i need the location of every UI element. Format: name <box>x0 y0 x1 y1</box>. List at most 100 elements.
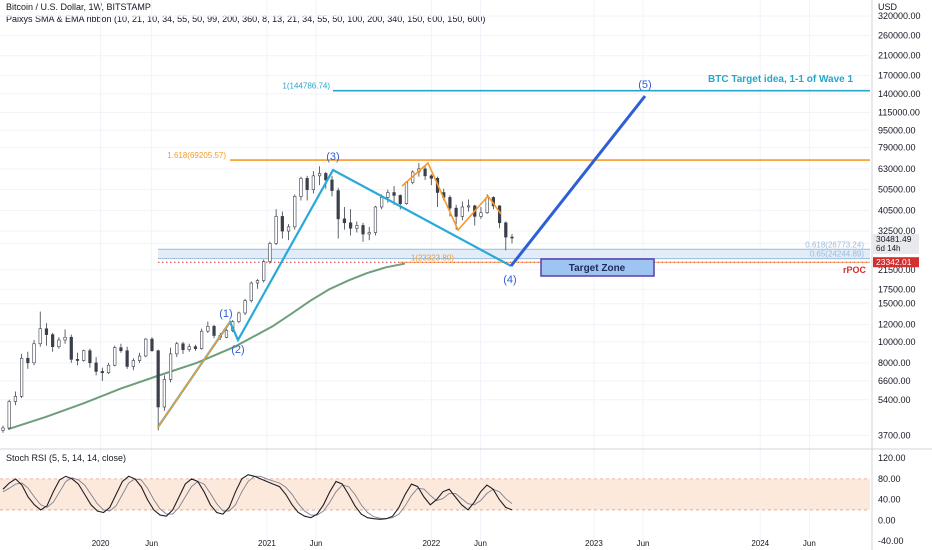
time-tick-label: 2023 <box>585 539 603 548</box>
orange-subwave-abc <box>401 161 502 232</box>
symbol-title: Bitcoin / U.S. Dollar, 1W, BITSTAMP <box>6 2 151 12</box>
price-tick-label: 95000.00 <box>878 125 916 135</box>
candle-body <box>255 280 260 284</box>
candle-body <box>168 353 173 380</box>
candle-body <box>38 328 42 345</box>
candle-body <box>361 225 365 235</box>
time-tick-label: 2021 <box>258 539 276 548</box>
candle-body <box>200 330 204 349</box>
time-tick-label: Jun <box>803 539 816 548</box>
time-tick-label: 2020 <box>92 539 110 548</box>
indicator-legend: Paixys SMA & EMA ribbon (10, 21, 10, 34,… <box>6 14 486 24</box>
price-tick-label: 79000.00 <box>878 143 916 153</box>
target-idea-text: BTC Target idea, 1-1 of Wave 1 <box>708 74 853 85</box>
candle-body <box>131 360 135 367</box>
candle-body <box>1 427 5 431</box>
candle-body <box>392 192 396 196</box>
candle-body <box>100 371 104 374</box>
price-tick-label: 3700.00 <box>878 430 911 440</box>
candle-body <box>280 216 284 232</box>
candle-body <box>262 261 266 281</box>
fib-label: 1(144786.74) <box>282 82 330 91</box>
wave-label: (2) <box>231 344 244 356</box>
candle-body <box>324 173 328 181</box>
candle-body <box>20 357 24 397</box>
candle-body <box>94 362 98 372</box>
time-tick-label: Jun <box>474 539 487 548</box>
candle-body <box>380 197 384 208</box>
time-tick-label: 2022 <box>422 539 440 548</box>
candle-body <box>355 225 359 229</box>
price-tick-label: 50500.00 <box>878 185 916 195</box>
wave-label: (4) <box>503 274 516 286</box>
price-tick-label: 5400.00 <box>878 395 911 405</box>
ma-200w-line <box>7 262 406 431</box>
candle-body <box>144 338 148 357</box>
candle-body <box>13 396 18 402</box>
candle-body <box>26 357 30 364</box>
price-tick-label: 15000.00 <box>878 299 916 309</box>
wave-label: (3) <box>326 151 339 163</box>
candle-body <box>69 336 73 360</box>
fib-label: 1(23323.80) <box>411 253 454 262</box>
candle-body <box>479 212 483 217</box>
candle-body <box>317 173 322 177</box>
rpoc-label: rPOC <box>843 265 867 275</box>
candle-body <box>367 232 371 235</box>
candle-body <box>193 346 198 349</box>
candle-body <box>404 182 409 204</box>
candle-body <box>150 338 154 352</box>
candle-body <box>137 355 142 361</box>
candle-body <box>299 177 303 197</box>
candle-body <box>336 190 340 220</box>
last-price-countdown: 6d 14h <box>876 244 900 253</box>
candle-body <box>206 325 210 332</box>
candle-body <box>63 336 67 341</box>
candle-body <box>497 205 502 224</box>
candle-body <box>82 350 86 361</box>
wave-label: (1) <box>219 308 232 320</box>
candle-body <box>510 236 514 239</box>
stoch-tick-label: -40.00 <box>878 536 904 546</box>
time-tick-label: Jun <box>637 539 650 548</box>
candle-body <box>119 347 123 352</box>
candle-body <box>349 222 353 229</box>
price-tick-label: 140000.00 <box>878 89 921 99</box>
candle-body <box>330 179 334 191</box>
candle-body <box>274 216 278 244</box>
candle-body <box>125 350 129 367</box>
candle-body <box>175 343 179 355</box>
candle-body <box>88 350 92 364</box>
candle-body <box>386 192 390 198</box>
fib-zone-band <box>158 249 870 259</box>
stoch-rsi-title: Stoch RSI (5, 5, 14, 14, close) <box>6 453 126 463</box>
wave-label: (5) <box>638 79 651 91</box>
candle-body <box>181 343 185 350</box>
candle-body <box>32 343 36 364</box>
stoch-tick-label: 40.00 <box>878 495 901 505</box>
price-tick-label: 40500.00 <box>878 205 916 215</box>
stoch-d-line <box>2 475 513 520</box>
price-tick-label: 32500.00 <box>878 226 916 236</box>
target-zone-box <box>540 258 655 277</box>
candle-body <box>249 282 253 301</box>
price-tick-label: 17500.00 <box>878 284 916 294</box>
candle-body <box>243 300 247 314</box>
price-tick-label: 6600.00 <box>878 376 911 386</box>
stoch-tick-label: 80.00 <box>878 474 901 484</box>
target-zone-label: Target Zone <box>569 263 626 274</box>
price-tick-label: 260000.00 <box>878 31 921 41</box>
candle-body <box>454 207 458 217</box>
candle-body <box>156 350 160 408</box>
candle-body <box>224 330 229 338</box>
candle-body <box>373 206 378 233</box>
candle-body <box>286 226 291 232</box>
candle-body <box>51 334 55 347</box>
candle-body <box>466 205 471 208</box>
last-price-value: 30481.49 <box>876 234 912 244</box>
candle-body <box>423 168 427 177</box>
rpoc-badge <box>873 257 919 268</box>
orange-subwave-1 <box>157 321 231 428</box>
